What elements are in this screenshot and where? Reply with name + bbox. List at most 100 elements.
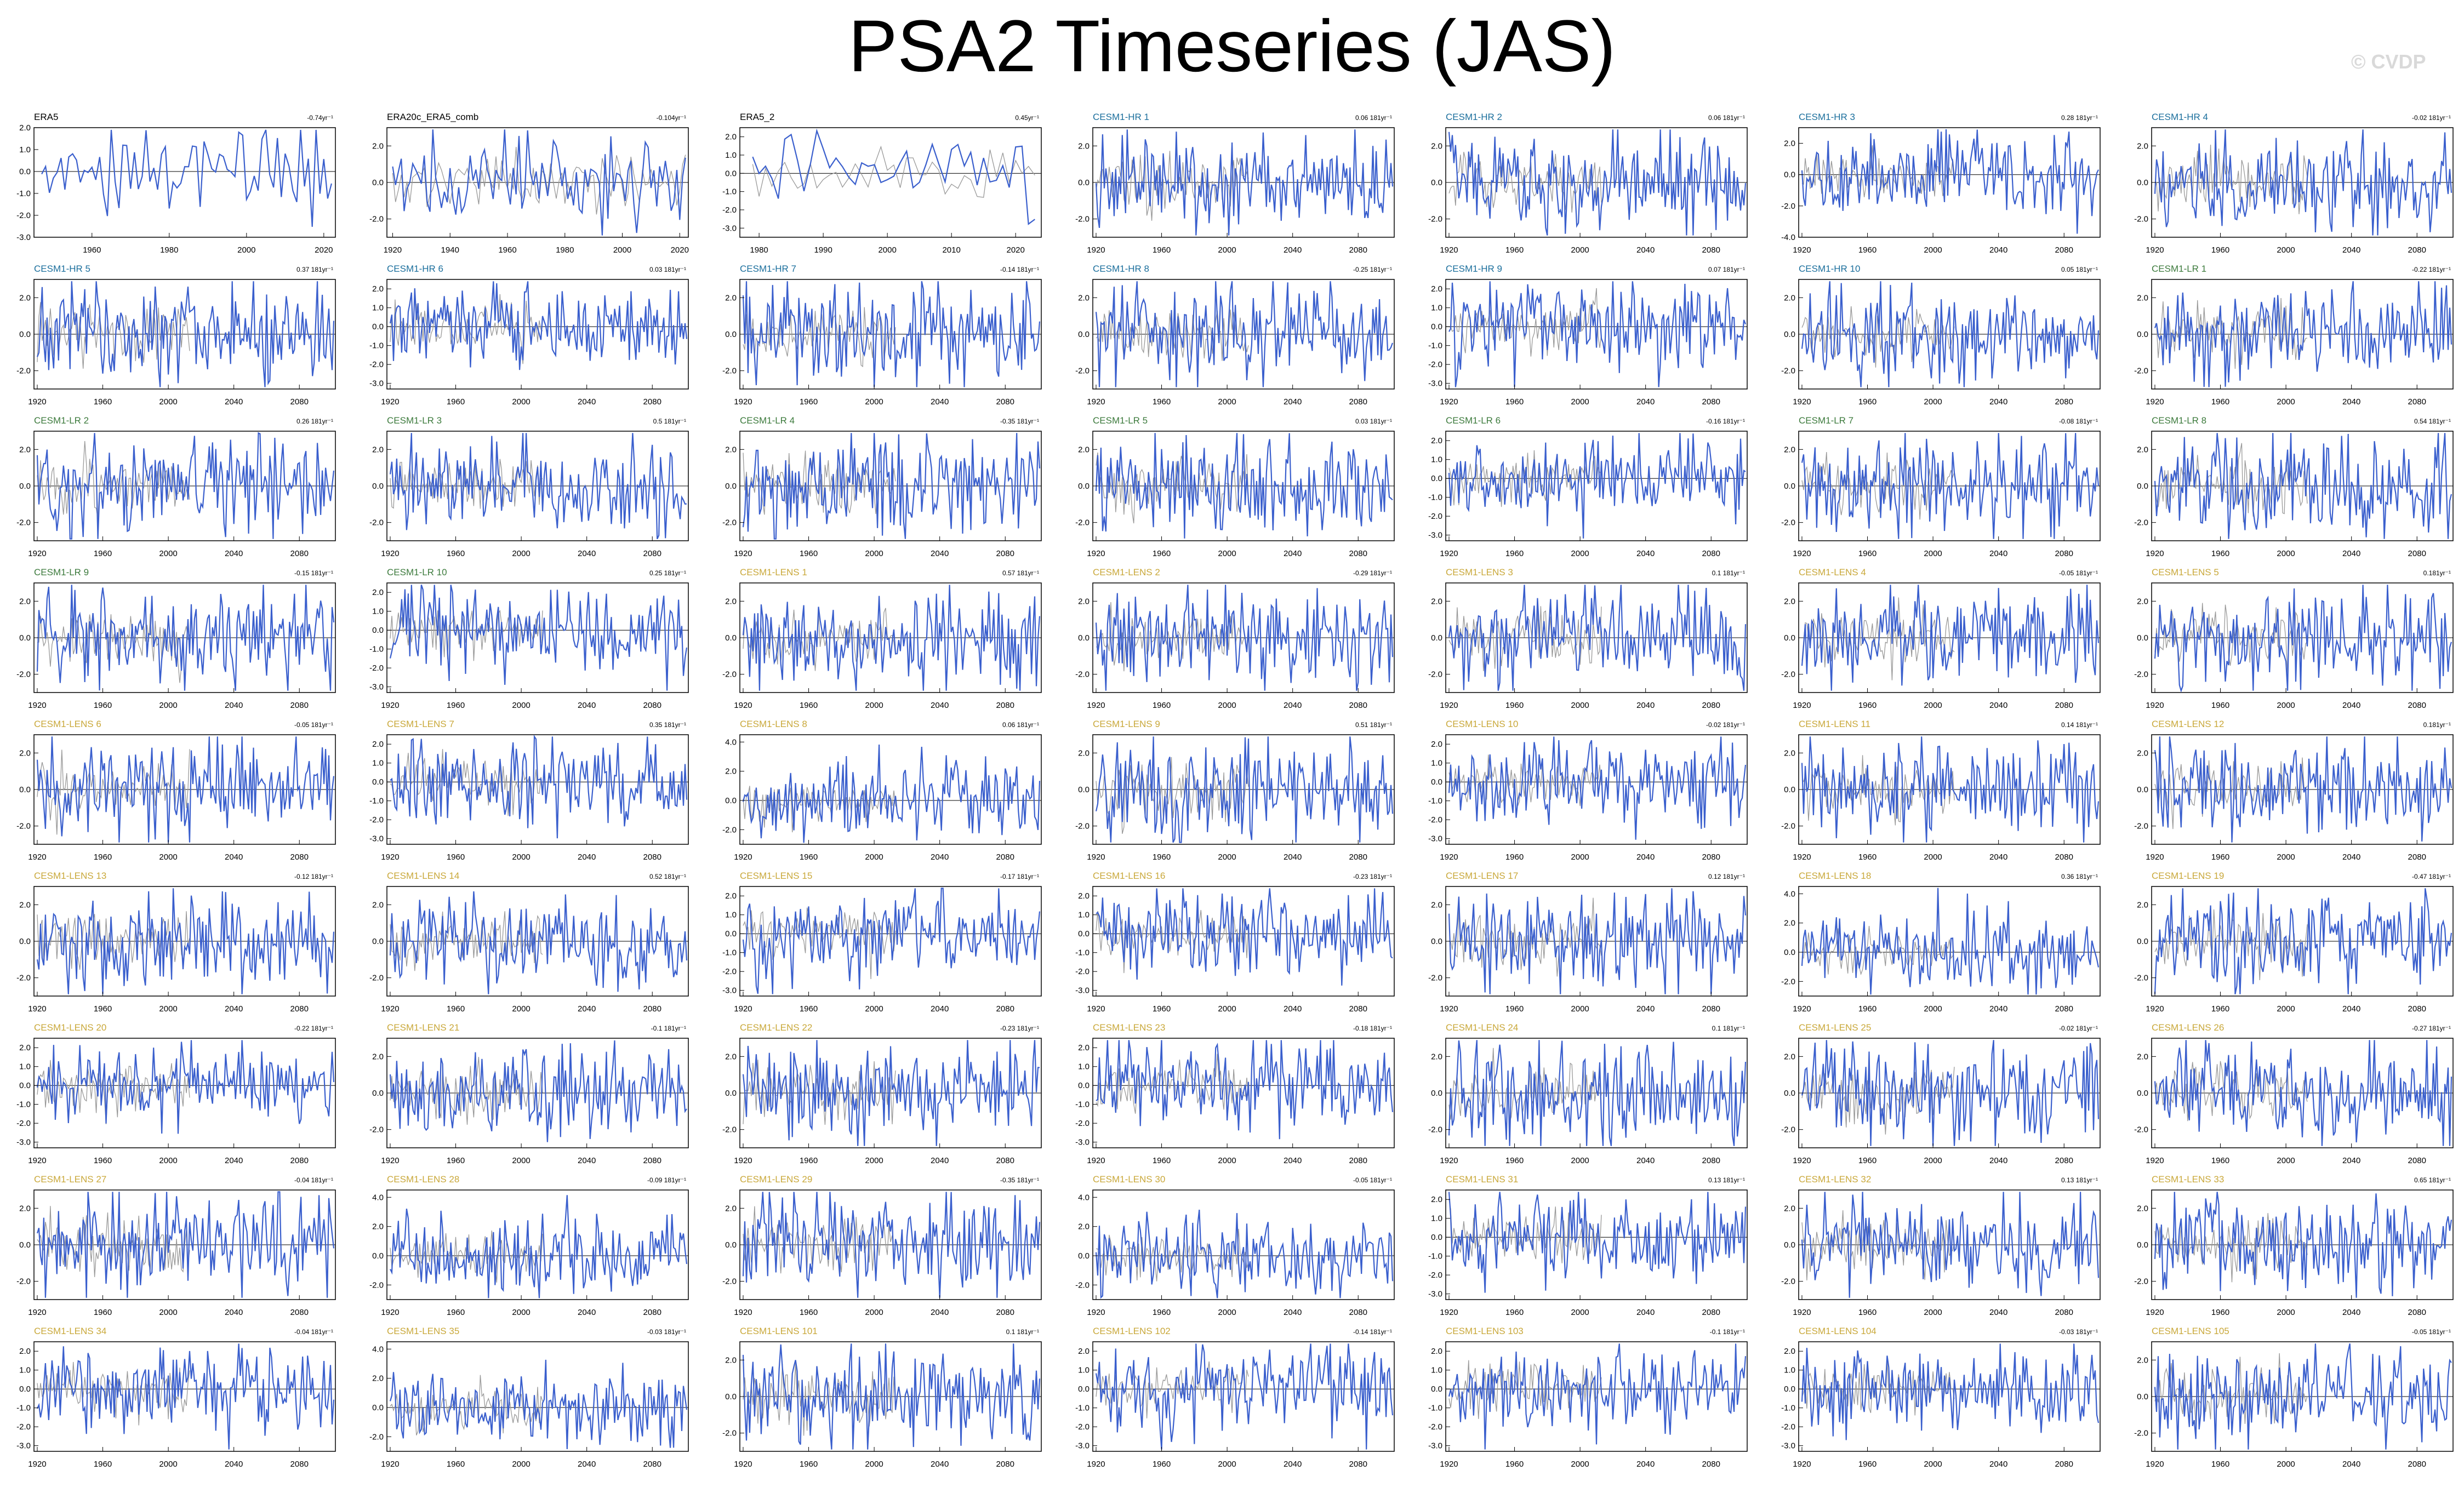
pc-series: [1801, 281, 2100, 387]
pc-series: [389, 433, 687, 540]
pc-series: [36, 432, 335, 540]
pc-series: [1801, 585, 2100, 691]
y-tick-label: -2.0: [2134, 822, 2148, 831]
y-tick-label: -3.0: [1075, 1441, 1090, 1451]
pc-series: [1096, 888, 1393, 986]
x-tick-label: 1960: [94, 1460, 112, 1469]
panel-title: CESM1-HR 2: [1446, 112, 1502, 122]
x-tick-label: 1920: [381, 1308, 399, 1317]
panel-cesm1-hr-10: CESM1-HR 10 0.05 181yr⁻¹ 2.0 0.0 -2.0 1920 196…: [1781, 264, 2101, 407]
x-tick-label: 2080: [643, 701, 661, 710]
trend-label: 0.45yr⁻¹: [1015, 114, 1039, 122]
x-tick-label: 2000: [512, 549, 530, 558]
y-tick-label: 0.0: [725, 330, 737, 339]
x-tick-label: 2000: [2277, 1308, 2295, 1317]
pc-series: [389, 891, 688, 994]
panel-cesm1-lens-25: CESM1-LENS 25 -0.02 181yr⁻¹ 2.0 0.0 -2.0 1920…: [1781, 1022, 2101, 1165]
pc-series: [1448, 1040, 1747, 1146]
reference-series: [2154, 1213, 2308, 1283]
y-tick-label: -2.0: [722, 825, 737, 834]
x-tick-label: 2000: [1571, 701, 1589, 710]
y-tick-label: 2.0: [1078, 1222, 1090, 1232]
y-tick-label: 2.0: [1431, 1347, 1442, 1356]
plot-frame: [386, 1341, 689, 1452]
x-tick-label: 1960: [1153, 397, 1171, 407]
x-tick-label: 2000: [1218, 1156, 1236, 1165]
x-tick-label: 2000: [159, 1308, 177, 1317]
x-tick-label: 1960: [2211, 1460, 2229, 1469]
plot-frame: [1092, 886, 1395, 997]
x-tick-label: 2080: [996, 1004, 1014, 1014]
y-tick-label: 2.0: [2137, 445, 2148, 454]
x-tick-label: 1960: [94, 1004, 112, 1014]
panel-title: CESM1-HR 10: [1799, 264, 1860, 274]
panel-title: CESM1-LENS 9: [1093, 719, 1160, 729]
y-tick-label: 0.0: [19, 785, 31, 794]
panel-title: CESM1-LENS 31: [1446, 1174, 1518, 1185]
x-tick-label: 2040: [225, 1156, 243, 1165]
x-tick-label: 2080: [996, 1460, 1014, 1469]
reference-series: [37, 440, 190, 519]
y-tick-label: -2.0: [369, 1432, 384, 1441]
x-tick-label: 2000: [1218, 1004, 1236, 1014]
x-tick-label: 2080: [643, 397, 661, 407]
x-tick-label: 2000: [512, 1308, 530, 1317]
panel-title: CESM1-LENS 25: [1799, 1022, 1871, 1033]
y-tick-label: 1.0: [725, 911, 737, 920]
x-tick-label: 2040: [225, 1308, 243, 1317]
y-tick-label: -2.0: [1781, 670, 1795, 679]
x-tick-label: 1920: [2146, 549, 2164, 558]
trend-label: -0.35 181yr⁻¹: [1000, 417, 1039, 425]
x-tick-label: 2000: [159, 549, 177, 558]
x-tick-label: 1960: [94, 853, 112, 862]
x-tick-label: 2040: [1989, 853, 2007, 862]
panel-title: CESM1-LENS 8: [740, 719, 807, 729]
y-tick-label: -2.0: [1075, 215, 1090, 224]
y-tick-label: -2.0: [1428, 1422, 1442, 1432]
panel-era5: ERA5 -0.74yr⁻¹ 2.0 1.0 0.0 -1.0 -2.0 -3.0 1960 19…: [16, 112, 336, 255]
x-tick-label: 2040: [1636, 853, 1655, 862]
panel-cesm1-lens-32: CESM1-LENS 32 0.13 181yr⁻¹ 2.0 0.0 -2.0 1920 1…: [1781, 1174, 2101, 1317]
panel-cesm1-lens-28: CESM1-LENS 28 -0.09 181yr⁻¹ 4.0 2.0 0.0 -2.0 1…: [369, 1174, 689, 1317]
panel-title: CESM1-LENS 30: [1093, 1174, 1165, 1185]
panel-cesm1-lens-10: CESM1-LENS 10 -0.02 181yr⁻¹ 2.0 1.0 0.0 -1.0 -…: [1428, 719, 1748, 862]
panel-cesm1-lens-8: CESM1-LENS 8 0.06 181yr⁻¹ 4.0 2.0 0.0 -2.0 192…: [722, 719, 1042, 862]
x-tick-label: 1960: [2211, 397, 2229, 407]
panel-cesm1-lens-26: CESM1-LENS 26 -0.27 181yr⁻¹ 2.0 0.0 -2.0 1920…: [2134, 1022, 2454, 1165]
y-tick-label: 0.0: [1784, 170, 1795, 180]
pc-series: [389, 281, 688, 370]
panel-cesm1-lens-31: CESM1-LENS 31 0.13 181yr⁻¹ 2.0 1.0 0.0 -1.0 -2…: [1428, 1174, 1748, 1317]
panel-title: CESM1-LENS 12: [2152, 719, 2224, 729]
x-tick-label: 1920: [2146, 245, 2164, 255]
y-tick-label: 2.0: [372, 284, 384, 294]
x-tick-label: 1960: [447, 1156, 465, 1165]
panel-cesm1-hr-9: CESM1-HR 9 0.07 181yr⁻¹ 2.0 1.0 0.0 -1.0 -2.0 -…: [1428, 264, 1748, 407]
plot-frame: [1798, 1341, 2101, 1452]
x-tick-label: 1920: [1087, 1308, 1105, 1317]
y-tick-label: -1.0: [1428, 797, 1442, 806]
y-tick-label: 2.0: [2137, 597, 2148, 606]
panel-title: CESM1-LENS 104: [1799, 1326, 1876, 1336]
x-tick-label: 2080: [2408, 1308, 2426, 1317]
panel-title: CESM1-LENS 24: [1446, 1022, 1518, 1033]
x-tick-label: 1960: [1153, 701, 1171, 710]
trend-label: 0.181yr⁻¹: [2423, 569, 2451, 577]
x-tick-label: 2040: [1989, 1308, 2007, 1317]
trend-label: -0.04 181yr⁻¹: [294, 1176, 333, 1184]
x-tick-label: 2080: [996, 549, 1014, 558]
x-tick-label: 1980: [556, 245, 574, 255]
x-tick-label: 1920: [1087, 701, 1105, 710]
pc-series: [1801, 433, 2100, 539]
x-tick-label: 2000: [865, 853, 883, 862]
y-tick-label: 1.0: [372, 607, 384, 616]
y-tick-label: -1.0: [1075, 948, 1090, 958]
y-tick-label: -2.0: [2134, 974, 2148, 983]
x-tick-label: 1920: [1440, 397, 1458, 407]
x-tick-label: 2000: [613, 245, 631, 255]
panel-title: CESM1-HR 8: [1093, 264, 1149, 274]
y-tick-label: 0.0: [2137, 482, 2148, 491]
trend-label: -0.08 181yr⁻¹: [2059, 417, 2098, 425]
y-tick-label: 1.0: [372, 759, 384, 768]
y-tick-label: 0.0: [1784, 785, 1795, 794]
x-tick-label: 2040: [578, 1004, 596, 1014]
